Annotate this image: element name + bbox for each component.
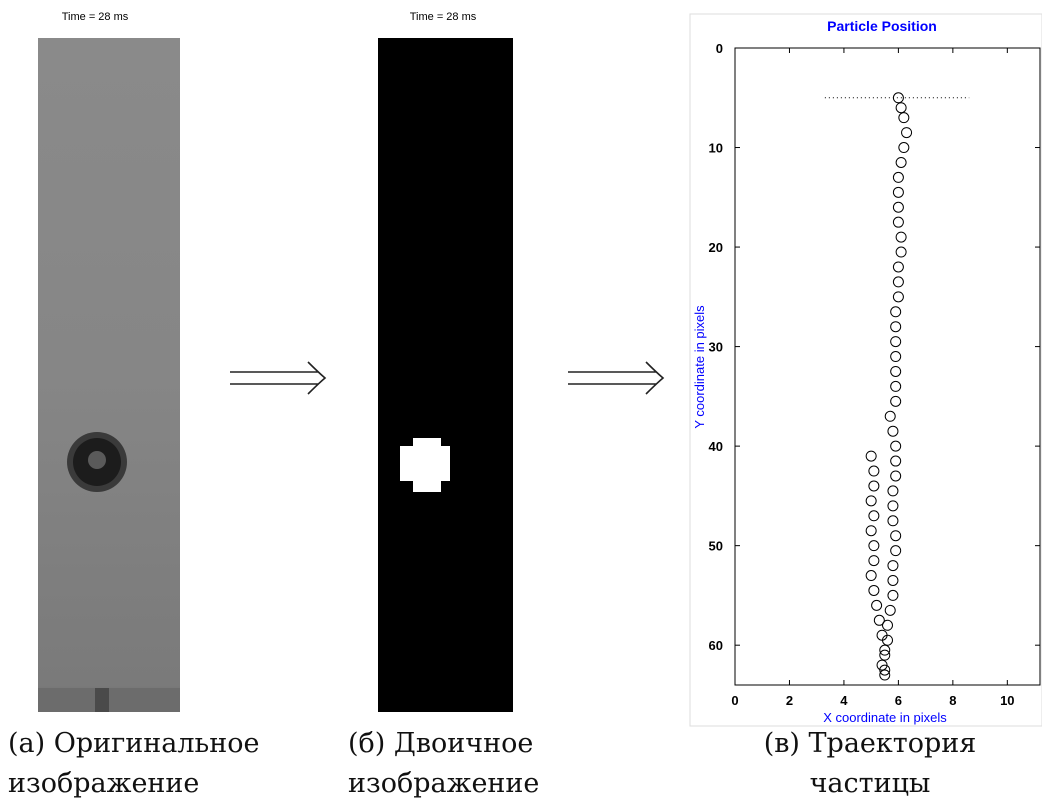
chart: Particle Position X coordinate in pixels Y… xyxy=(692,18,1040,725)
y-tick-label: 20 xyxy=(709,240,723,255)
caption: изображение xyxy=(348,768,539,799)
y-tick-label: 30 xyxy=(709,340,723,355)
arrow xyxy=(568,362,663,394)
particle-center xyxy=(88,451,106,469)
panel-title: Time = 28 ms xyxy=(62,11,129,23)
x-axis-label: X coordinate in pixels xyxy=(823,710,947,725)
x-tick-label: 10 xyxy=(1000,693,1014,708)
caption: изображение xyxy=(8,768,199,799)
x-tick-label: 2 xyxy=(786,693,793,708)
caption: частицы xyxy=(810,768,931,799)
y-tick-label: 40 xyxy=(709,439,723,454)
arrow xyxy=(230,362,325,394)
y-tick-label: 60 xyxy=(709,638,723,653)
caption: (а) Оригинальное xyxy=(8,728,259,759)
figure: Time = 28 ms (а) Оригинальное изображени… xyxy=(0,0,1042,807)
chart-title: Particle Position xyxy=(827,18,937,34)
binary-image xyxy=(378,38,513,712)
y-tick-label: 10 xyxy=(709,141,723,156)
x-tick-label: 0 xyxy=(731,693,738,708)
caption: (б) Двоичное xyxy=(348,728,533,759)
plot-area xyxy=(735,48,1040,685)
panel-title: Time = 28 ms xyxy=(410,11,477,23)
page: Time = 28 ms (а) Оригинальное изображени… xyxy=(0,0,1042,807)
x-tick-label: 4 xyxy=(840,693,848,708)
y-tick-label: 0 xyxy=(716,41,723,56)
y-tick-label: 50 xyxy=(709,539,723,554)
x-tick-label: 8 xyxy=(949,693,956,708)
original-image xyxy=(38,38,180,712)
caption: (в) Траектория xyxy=(764,728,977,759)
x-tick-label: 6 xyxy=(895,693,902,708)
image-pixel xyxy=(95,688,109,712)
y-axis-label: Y coordinate in pixels xyxy=(692,305,707,429)
